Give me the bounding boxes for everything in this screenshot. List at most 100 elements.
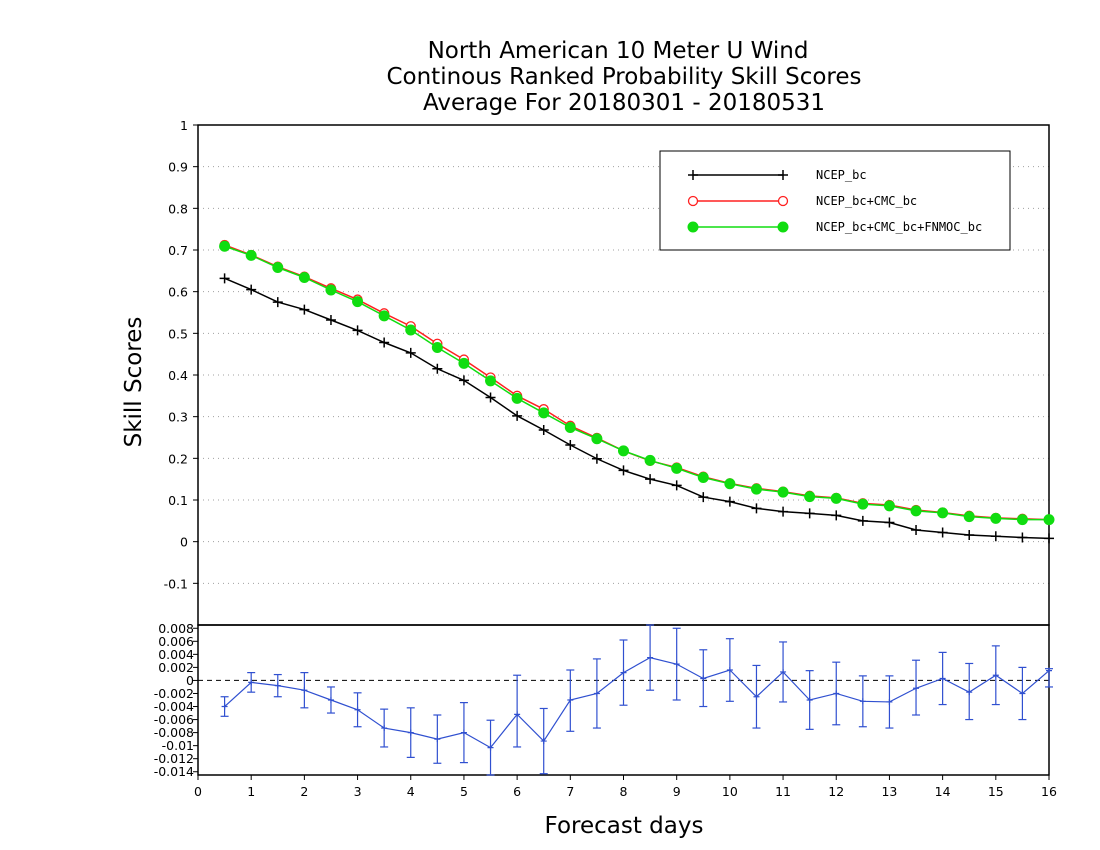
data-point <box>246 284 257 295</box>
y-tick-label: -0.1 <box>164 576 188 591</box>
data-point <box>990 531 1001 542</box>
x-axis-ticks: 0 1 2 3 4 5 6 7 8 9 10 11 12 13 14 15 16 <box>194 775 1057 799</box>
top-panel-series <box>219 239 1055 544</box>
data-point <box>219 273 230 284</box>
top-panel-axes: 1 0.9 0.8 0.7 0.6 0.5 0.4 0.3 0.2 0.1 0 -0.1 <box>164 118 1050 626</box>
data-point <box>458 375 469 386</box>
data-point <box>1016 514 1028 526</box>
y-tick-label: 0.004 <box>158 647 194 662</box>
data-point <box>804 491 816 503</box>
bottom-panel-axes: 0.0080.0060.0040.0020-0.002-0.004-0.006-… <box>154 621 1050 779</box>
y-tick-label: -0.008 <box>154 725 194 740</box>
data-point <box>325 315 336 325</box>
y-tick-label: 1 <box>180 118 188 133</box>
x-tick-label: 9 <box>673 784 681 799</box>
data-point <box>857 515 868 526</box>
difference-point <box>221 703 228 710</box>
difference-point <box>1019 690 1026 697</box>
y-tick-label: 0.008 <box>158 621 194 636</box>
chart-title-line2: Continous Ranked Probability Skill Score… <box>386 64 861 90</box>
y-tick-label: 0.002 <box>158 660 194 675</box>
legend-marker <box>687 221 699 233</box>
data-point <box>778 506 789 517</box>
difference-point <box>753 693 760 700</box>
difference-point <box>593 690 600 697</box>
difference-point <box>354 706 361 713</box>
data-point <box>458 357 470 369</box>
data-point <box>884 517 895 528</box>
difference-point <box>726 667 733 673</box>
difference-point <box>673 661 680 668</box>
data-point <box>405 324 417 336</box>
data-point <box>378 310 390 322</box>
x-tick-label: 14 <box>935 784 951 799</box>
series-line-0 <box>224 277 1050 540</box>
difference-point <box>886 698 893 705</box>
difference-point <box>913 685 920 692</box>
x-tick-label: 1 <box>247 784 255 799</box>
difference-point <box>327 697 334 703</box>
data-point <box>564 422 576 433</box>
y-tick-label: 0 <box>180 535 188 550</box>
data-point <box>910 505 922 517</box>
data-point <box>883 500 895 512</box>
difference-point <box>487 744 494 751</box>
data-point <box>645 474 656 485</box>
data-point <box>325 284 337 296</box>
y-axis-label: Skill Scores <box>121 317 147 448</box>
x-tick-label: 12 <box>828 784 844 799</box>
difference-point <box>540 738 547 745</box>
data-point <box>272 297 283 308</box>
difference-point <box>859 698 866 705</box>
series-line-1 <box>224 244 1050 521</box>
data-point <box>724 478 736 490</box>
difference-point <box>939 675 946 682</box>
series-line-2 <box>224 245 1049 521</box>
data-point <box>724 496 735 507</box>
legend-label: NCEP_bc <box>816 168 867 182</box>
y-tick-label: -0.004 <box>154 699 194 714</box>
x-tick-label: 11 <box>775 784 791 799</box>
y-tick-label: -0.006 <box>154 712 194 727</box>
difference-point <box>274 682 281 689</box>
x-tick-label: 0 <box>194 784 202 799</box>
data-point <box>831 510 842 521</box>
difference-point <box>780 668 787 675</box>
y-tick-label: 0.9 <box>168 160 188 175</box>
legend-marker <box>777 221 789 233</box>
data-point <box>751 503 762 514</box>
data-point <box>830 492 842 504</box>
data-point <box>618 445 629 457</box>
y-tick-label: 0.1 <box>168 493 188 508</box>
x-tick-label: 15 <box>988 784 1004 799</box>
data-point <box>911 525 922 535</box>
data-point <box>591 433 603 445</box>
y-tick-label: -0.012 <box>154 751 194 766</box>
data-point <box>538 407 550 419</box>
data-point <box>937 507 949 519</box>
data-point <box>379 337 390 348</box>
difference-point <box>833 690 840 697</box>
difference-point <box>700 675 707 682</box>
legend-marker <box>778 170 788 180</box>
legend-marker <box>777 195 789 207</box>
legend-marker <box>687 195 699 207</box>
data-point <box>644 454 656 466</box>
y-tick-label: -0.002 <box>154 686 194 701</box>
top-panel-grid <box>198 166 1049 584</box>
y-tick-label: 0 <box>186 673 194 688</box>
y-tick-label: 0.4 <box>168 368 188 383</box>
y-tick-label: 0.5 <box>168 326 188 341</box>
data-point <box>512 410 523 421</box>
data-point <box>1044 533 1054 544</box>
x-tick-label: 13 <box>881 784 897 799</box>
data-point <box>298 272 310 283</box>
data-point <box>352 325 363 336</box>
x-tick-label: 3 <box>354 784 362 799</box>
data-point <box>405 347 416 358</box>
legend: NCEP_bc NCEP_bc+CMC_bc NCEP_bc+CMC_bc+FNMO… <box>659 150 1011 251</box>
data-point <box>698 492 709 503</box>
difference-line <box>224 656 1050 749</box>
chart-title-line1: North American 10 Meter U Wind <box>428 38 809 64</box>
